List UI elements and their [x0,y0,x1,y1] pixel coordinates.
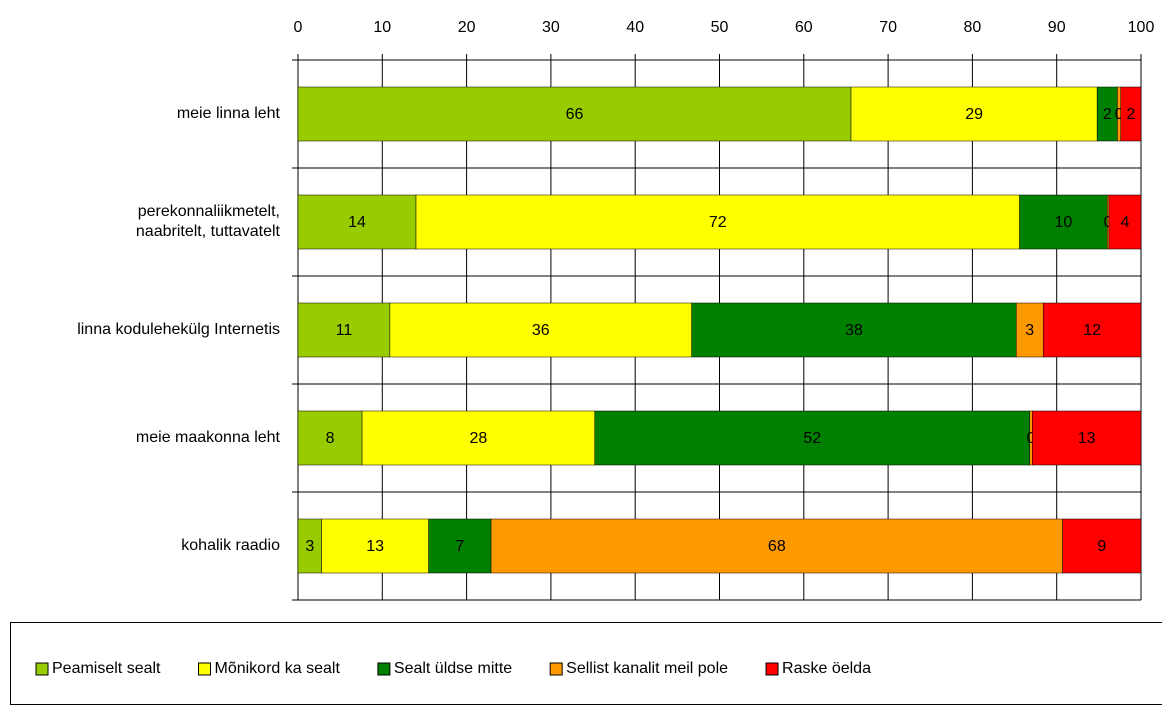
x-tick-label: 20 [458,19,476,36]
value-label: 12 [1083,322,1101,339]
legend-label: Mõnikord ka sealt [215,660,341,677]
value-label: 8 [326,430,335,447]
legend-label: Sealt üldse mitte [394,660,512,677]
value-label: 7 [455,538,464,555]
value-label: 0 [1104,214,1113,231]
value-label: 13 [366,538,384,555]
bar-segment [428,518,492,574]
bar-segment [297,302,391,358]
value-label: 29 [965,106,983,123]
value-label: 72 [709,214,727,231]
legend-swatch [198,662,211,676]
value-label: 11 [336,322,353,339]
bar-segment [1062,518,1142,574]
value-label: 66 [566,106,584,123]
value-label: 9 [1097,538,1106,555]
x-tick-label: 40 [626,19,644,36]
value-label: 3 [305,538,314,555]
legend-swatch [377,662,391,676]
legend-label: Raske öelda [782,660,871,677]
x-tick-label: 60 [795,19,813,36]
y-tick-label: meie maakonna leht [135,429,280,446]
bar-segment [389,302,692,358]
value-label: 4 [1121,214,1130,231]
value-label: 0 [1115,106,1124,123]
y-tick-label: perekonnaliikmetelt, naabritelt, tuttava… [135,203,280,240]
bar-segment [1120,86,1142,142]
x-tick-label: 100 [1128,19,1155,36]
value-label: 13 [1078,430,1096,447]
legend-swatch [549,662,563,676]
legend-swatch [765,662,779,676]
x-tick-label: 30 [542,19,560,36]
bar-segment [1042,302,1142,358]
legend-label: Sellist kanalit meil pole [566,660,728,677]
legend-box [10,622,1162,705]
bar-segment [1015,302,1044,358]
y-tick-label: meie linna leht [176,105,280,122]
value-label: 10 [1055,214,1073,231]
x-tick-label: 80 [964,19,982,36]
bar-segment [1032,410,1142,466]
bar-segment [415,194,1020,250]
value-label: 28 [470,430,488,447]
bar-segment [1108,194,1142,250]
y-tick-label: linna kodulehekülg Internetis [77,321,280,338]
bar-segment [297,86,852,142]
value-label: 2 [1103,106,1112,123]
value-label: 38 [845,322,863,339]
legend-swatch [35,662,49,676]
value-label: 14 [348,214,366,231]
x-tick-label: 70 [879,19,897,36]
value-label: 3 [1025,322,1034,339]
bar-segment [297,410,363,466]
x-tick-label: 0 [294,19,303,36]
y-tick-label: kohalik raadio [181,537,280,554]
bar-segment [1019,194,1108,250]
value-label: 2 [1126,106,1135,123]
value-label: 52 [803,430,821,447]
bar-segment [297,194,417,250]
x-tick-label: 50 [711,19,729,36]
x-tick-label: 90 [1048,19,1066,36]
x-tick-label: 10 [373,19,391,36]
bar-segment [691,302,1017,358]
bar-segment [361,410,595,466]
value-label: 0 [1027,430,1036,447]
bar-segment [850,86,1098,142]
value-label: 68 [768,538,786,555]
bar-segment [594,410,1030,466]
value-label: 36 [532,322,550,339]
legend-label: Peamiselt sealt [52,660,161,677]
